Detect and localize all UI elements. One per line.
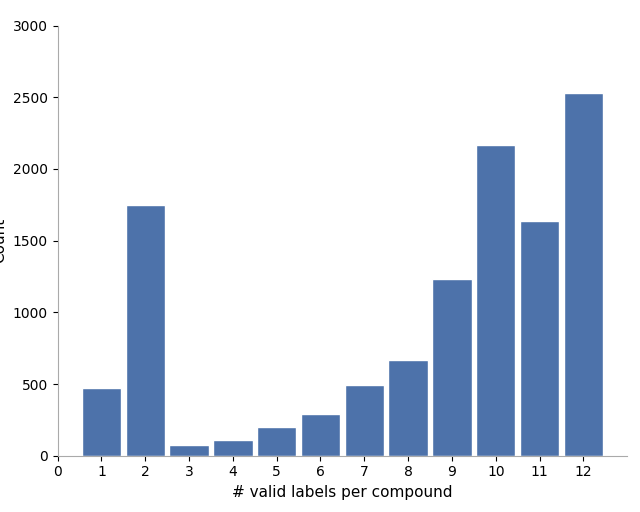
Bar — [344, 386, 384, 456]
Bar — [125, 205, 165, 456]
Bar — [170, 445, 209, 456]
Bar — [213, 440, 253, 456]
Bar — [82, 388, 121, 456]
Bar — [520, 221, 559, 456]
Bar — [301, 414, 340, 456]
Bar — [476, 144, 515, 456]
Bar — [432, 280, 472, 456]
Bar — [257, 427, 296, 456]
Y-axis label: Count: Count — [0, 218, 7, 263]
Bar — [564, 93, 603, 456]
Bar — [388, 359, 428, 456]
X-axis label: # valid labels per compound: # valid labels per compound — [232, 485, 452, 500]
